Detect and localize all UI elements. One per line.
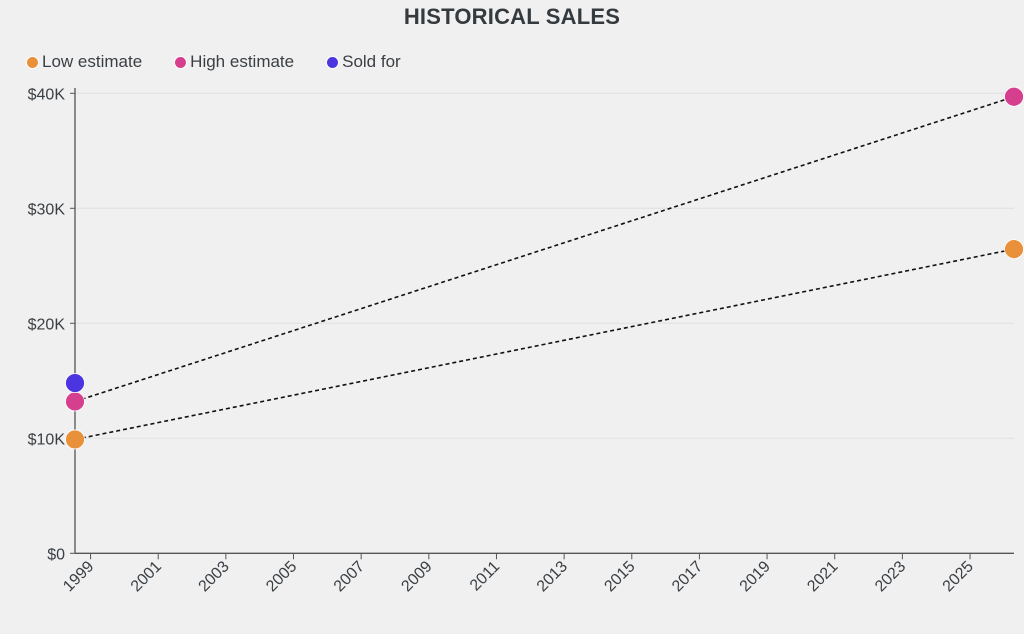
x-tick-label: 2015 (601, 558, 638, 595)
legend-label: High estimate (190, 52, 295, 71)
data-point-high-estimate (1004, 86, 1024, 107)
legend-item-high-estimate[interactable]: High estimate (174, 52, 294, 72)
y-tick-label: $40K (28, 86, 66, 103)
dashed-connector (74, 248, 1015, 441)
legend-swatch-low-estimate (26, 55, 39, 69)
x-tick-label: 2001 (128, 558, 165, 595)
data-point-sold-for (65, 373, 85, 394)
y-tick-label: $0 (47, 546, 65, 563)
x-tick-label: 2003 (196, 558, 233, 595)
data-point-low-estimate (65, 429, 85, 450)
data-point-high-estimate (65, 391, 85, 412)
legend-label: Low estimate (42, 52, 143, 71)
x-tick-label: 2013 (534, 558, 571, 595)
axes: $0 $10K $20K $30K $40K 1999 2001 2003 2005 2007 20… (28, 86, 1014, 595)
gridlines (75, 92, 1014, 439)
legend-swatch-sold-for (326, 55, 340, 69)
x-tick-label: 2007 (331, 558, 368, 595)
legend: Low estimate High estimate Sold for (26, 51, 433, 73)
x-tick-label: 2019 (737, 558, 774, 595)
connectors (74, 95, 1015, 441)
y-tick-label: $20K (28, 316, 66, 333)
legend-item-sold-for[interactable]: Sold for (326, 52, 401, 72)
x-tick-label: 2005 (263, 558, 300, 595)
x-tick-label: 2023 (872, 558, 909, 595)
y-tick-label: $30K (28, 201, 66, 218)
data-points (65, 86, 1024, 450)
chart-title: HISTORICAL SALES (403, 4, 621, 29)
x-tick-label: 2009 (398, 558, 435, 595)
x-tick-label: 2011 (467, 558, 503, 594)
legend-item-low-estimate[interactable]: Low estimate (26, 52, 142, 72)
legend-label: Sold for (342, 52, 401, 71)
x-tick-label: 2017 (669, 558, 706, 595)
x-tick-label: 2025 (940, 558, 977, 595)
data-point-low-estimate (1004, 239, 1024, 260)
y-tick-label: $10K (28, 431, 66, 448)
dashed-connector (74, 95, 1015, 403)
x-tick-label: 1999 (60, 558, 97, 595)
x-tick-label: 2021 (804, 558, 841, 595)
legend-swatch-high-estimate (174, 55, 188, 69)
